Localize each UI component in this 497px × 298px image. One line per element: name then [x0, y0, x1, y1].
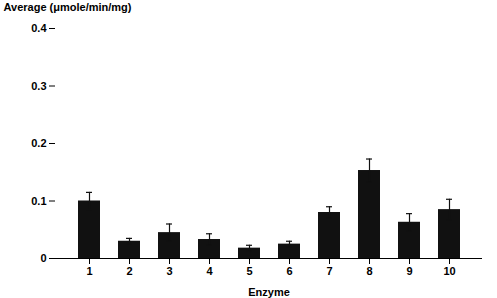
svg-text:10: 10: [443, 265, 455, 277]
svg-text:5: 5: [246, 265, 252, 277]
svg-text:7: 7: [326, 265, 332, 277]
svg-text:Enzyme: Enzyme: [248, 286, 290, 298]
svg-text:8: 8: [366, 265, 372, 277]
svg-text:3: 3: [166, 265, 172, 277]
svg-text:1: 1: [86, 265, 92, 277]
svg-text:0.3: 0.3: [31, 80, 46, 92]
svg-text:9: 9: [406, 265, 412, 277]
svg-text:0.2: 0.2: [31, 137, 46, 149]
svg-text:0: 0: [40, 252, 46, 264]
svg-text:2: 2: [126, 265, 132, 277]
svg-text:4: 4: [206, 265, 213, 277]
svg-text:0.4: 0.4: [31, 22, 47, 34]
svg-text:Average (μmole/min/mg): Average (μmole/min/mg): [4, 1, 132, 13]
svg-text:6: 6: [286, 265, 292, 277]
svg-text:0.1: 0.1: [31, 195, 46, 207]
